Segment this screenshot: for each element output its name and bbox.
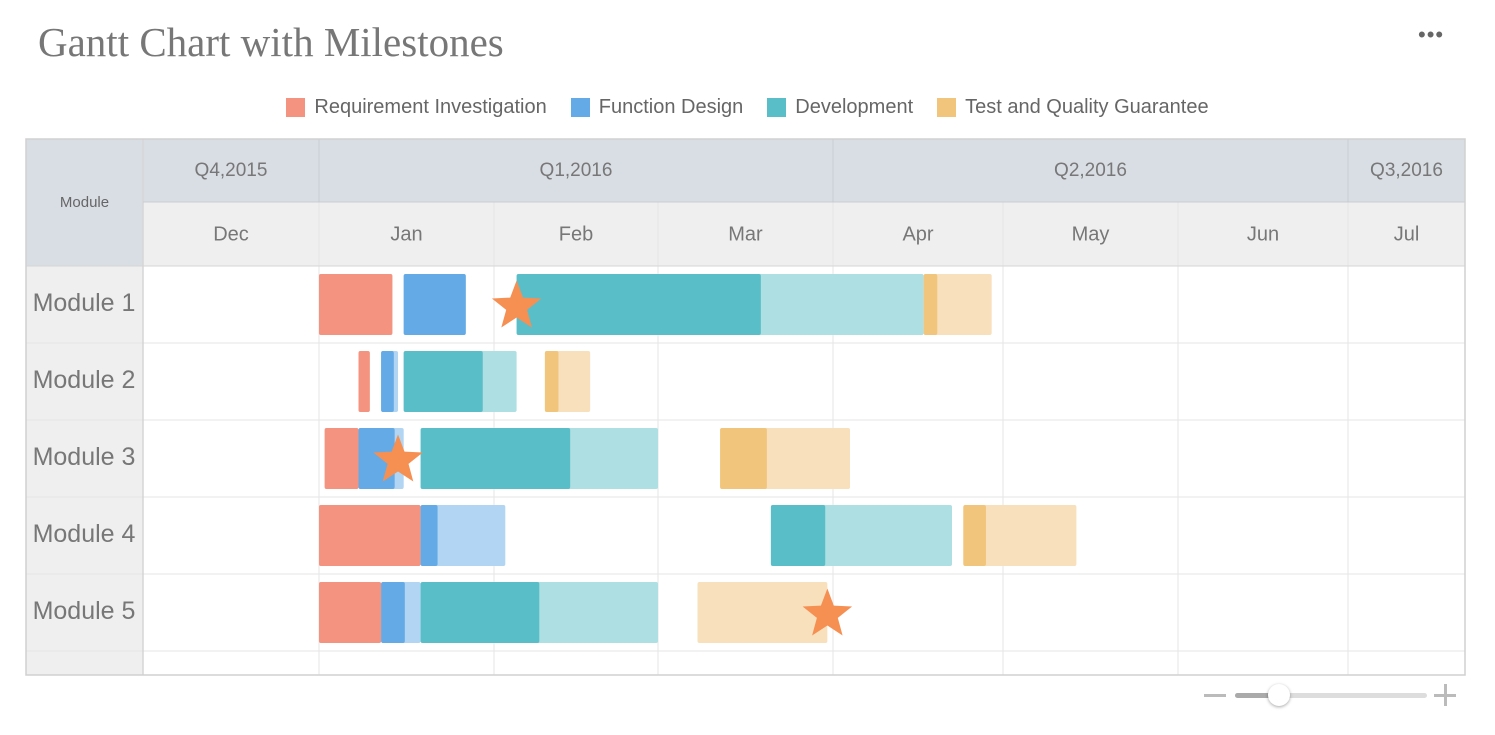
task-progress: [720, 428, 767, 489]
quarter-label: Q3,2016: [1370, 160, 1443, 181]
task-bar: [963, 505, 1077, 566]
quarter-header-row: [143, 139, 1465, 202]
milestone-star-icon: [491, 280, 542, 328]
task-progress: [770, 505, 826, 566]
month-label: Jul: [1394, 223, 1420, 245]
module-header-cell: [26, 139, 143, 266]
milestone-star-icon: [373, 434, 423, 482]
task-bar: [923, 274, 992, 335]
task-progress: [403, 351, 483, 412]
chart-border: [25, 138, 1466, 676]
row-label: Module 5: [33, 597, 136, 625]
task-progress: [381, 582, 405, 643]
quarter-label: Q4,2015: [195, 160, 268, 181]
chart-title: Gantt Chart with Milestones: [38, 19, 504, 65]
month-label: Apr: [902, 223, 933, 245]
zoom-track[interactable]: [1235, 693, 1427, 698]
legend: Requirement Investigation Function Design…: [0, 96, 1495, 119]
row-label: Module 3: [33, 443, 136, 471]
legend-swatch: [937, 98, 957, 117]
task-progress: [319, 505, 421, 566]
zoom-slider[interactable]: [1200, 680, 1465, 710]
task-progress: [319, 582, 382, 643]
more-menu-icon[interactable]: •••: [1418, 22, 1445, 47]
zoom-fill: [1235, 693, 1280, 698]
quarter-label: Q2,2016: [1054, 160, 1127, 181]
month-label: Dec: [213, 223, 249, 245]
task-progress: [420, 505, 438, 566]
legend-item-2[interactable]: Development: [767, 96, 913, 119]
legend-label: Development: [795, 96, 914, 118]
task-bar: [420, 505, 506, 566]
month-label: Jan: [390, 223, 422, 245]
row-label: Module 2: [33, 366, 136, 394]
task-progress: [324, 428, 359, 489]
milestone-star-icon: [802, 588, 853, 636]
task-progress: [420, 582, 540, 643]
task-progress: [403, 274, 466, 335]
task-progress: [923, 274, 938, 335]
task-progress: [963, 505, 986, 566]
task-progress: [516, 274, 761, 335]
task-progress: [381, 351, 394, 412]
quarter-label: Q1,2016: [540, 160, 613, 181]
legend-label: Test and Quality Guarantee: [965, 96, 1209, 118]
legend-item-1[interactable]: Function Design: [570, 96, 744, 119]
legend-label: Requirement Investigation: [314, 96, 547, 118]
task-progress: [544, 351, 559, 412]
task-progress: [358, 351, 370, 412]
month-label: May: [1072, 223, 1110, 245]
month-header-row: [143, 202, 1465, 266]
module-column: [26, 266, 143, 675]
legend-item-3[interactable]: Test and Quality Guarantee: [937, 96, 1209, 119]
zoom-handle[interactable]: [1268, 684, 1291, 706]
month-label: Feb: [559, 223, 593, 245]
task-progress: [319, 274, 393, 335]
legend-label: Function Design: [598, 96, 744, 118]
legend-swatch: [767, 98, 787, 117]
task-progress: [420, 428, 571, 489]
legend-swatch: [570, 98, 590, 117]
month-label: Mar: [728, 223, 763, 245]
row-label: Module 1: [33, 289, 136, 317]
month-label: Jun: [1247, 223, 1279, 245]
row-label: Module 4: [33, 520, 136, 548]
row-header-label: Module: [60, 194, 109, 211]
task-bar: [697, 582, 828, 643]
zoom-out-icon[interactable]: [1204, 694, 1226, 697]
legend-item-0[interactable]: Requirement Investigation: [286, 96, 547, 119]
legend-swatch: [286, 98, 306, 117]
